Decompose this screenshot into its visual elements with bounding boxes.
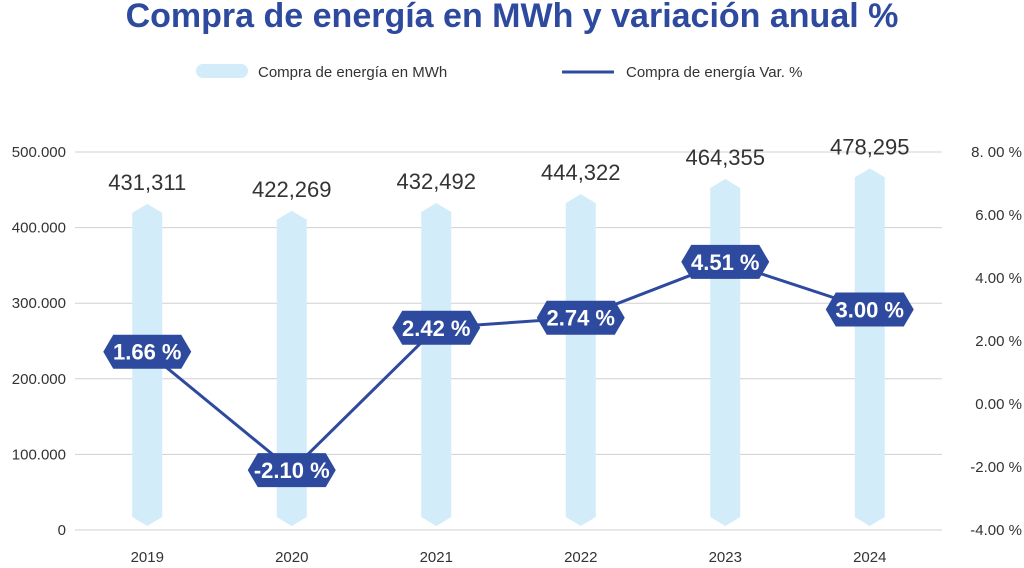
line-point-marker	[681, 244, 770, 279]
bar-value-label: 478,295	[830, 134, 910, 159]
legend-label-bar: Compra de energía en MWh	[258, 64, 447, 81]
bar	[421, 203, 452, 526]
legend-label-line: Compra de energía Var. %	[626, 64, 802, 81]
line-point-marker	[825, 292, 914, 327]
left-axis-tick-label: 200.000	[12, 371, 66, 388]
line-point-marker	[247, 453, 336, 488]
line-point-marker	[103, 334, 192, 369]
chart-title: Compra de energía en MWh y variación anu…	[126, 0, 899, 35]
right-axis-tick-label: 2.00 %	[975, 333, 1022, 350]
x-axis-tick-label: 2020	[275, 549, 308, 566]
bar-value-label: 464,355	[685, 145, 765, 170]
line-value-label: 3.00 %	[836, 298, 905, 323]
line-value-label: -2.10 %	[254, 458, 330, 483]
right-axis-tick-label: 6.00 %	[975, 207, 1022, 224]
bar	[276, 210, 307, 526]
bar-value-label: 432,492	[396, 169, 476, 194]
legend-swatch-bar	[196, 64, 248, 78]
left-axis-tick-label: 500.000	[12, 144, 66, 161]
right-axis-tick-label: 4.00 %	[975, 270, 1022, 287]
right-axis-tick-label: 0.00 %	[975, 396, 1022, 413]
line-value-label: 4.51 %	[691, 250, 760, 275]
x-axis-tick-label: 2021	[420, 549, 453, 566]
bar-value-labels: 431,311 422,269 432,492 444,322 464,355 478,2…	[108, 134, 909, 201]
x-axis-tick-label: 2024	[853, 549, 886, 566]
left-axis-tick-label: 400.000	[12, 220, 66, 237]
line-value-label: 2.42 %	[402, 316, 471, 341]
bar	[565, 194, 596, 526]
left-axis-tick-label: 0	[58, 522, 66, 539]
right-axis-ticks: -4.00 % -2.00 % 0.00 % 2.00 % 4.00 % 6.00 % 8.…	[970, 144, 1022, 539]
x-axis-ticks: 2019 2020 2021 2022 2023 2024	[131, 549, 887, 566]
legend: Compra de energía en MWh Compra de energ…	[196, 64, 802, 81]
bar-value-label: 431,311	[108, 170, 186, 195]
right-axis-tick-label: 8. 00 %	[971, 144, 1022, 161]
gridlines	[75, 151, 942, 531]
bar-value-label: 422,269	[252, 177, 332, 202]
line-value-label: 1.66 %	[113, 340, 182, 365]
line-value-label: 2.74 %	[547, 306, 616, 331]
x-axis-tick-label: 2022	[564, 549, 597, 566]
line-path	[146, 260, 871, 472]
bar-series	[132, 168, 885, 526]
x-axis-tick-label: 2023	[709, 549, 742, 566]
bar	[854, 168, 885, 526]
right-axis-tick-label: -4.00 %	[970, 522, 1022, 539]
line-point-marker	[536, 300, 625, 335]
right-axis-tick-label: -2.00 %	[970, 459, 1022, 476]
left-axis-ticks: 0 100.000 200.000 300.000 400.000 500.000	[12, 144, 66, 539]
line-series: 1.66 % -2.10 % 2.42 % 2.74 % 4.51 % 3.00 %	[103, 244, 914, 488]
line-point-marker	[392, 310, 481, 345]
bar-value-label: 444,322	[541, 160, 621, 185]
left-axis-tick-label: 100.000	[12, 446, 66, 463]
x-axis-tick-label: 2019	[131, 549, 164, 566]
left-axis-tick-label: 300.000	[12, 295, 66, 312]
bar	[710, 178, 741, 526]
